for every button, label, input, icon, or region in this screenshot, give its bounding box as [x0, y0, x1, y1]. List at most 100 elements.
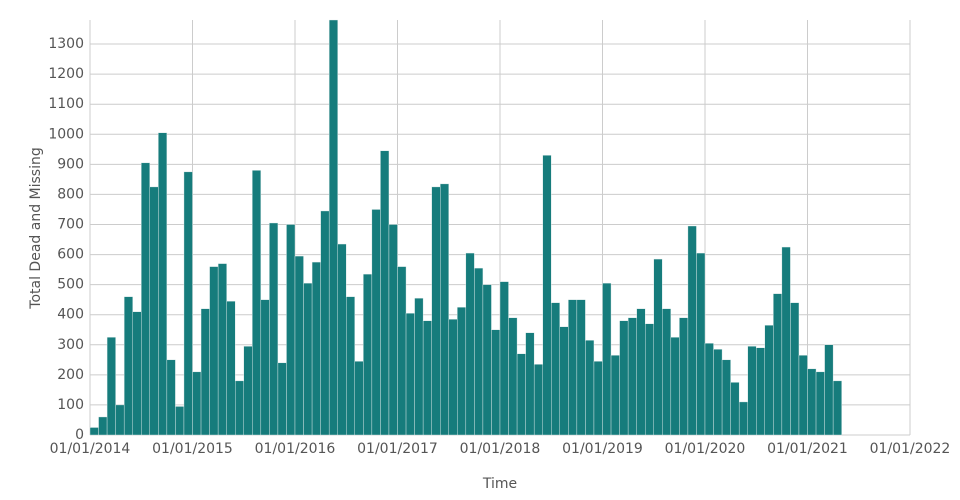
x-tick-label: 01/01/2022: [870, 441, 951, 457]
bar: [568, 299, 578, 436]
bar: [448, 319, 458, 436]
bar: [516, 353, 526, 436]
y-axis-title: Total Dead and Missing: [28, 147, 44, 309]
bar: [807, 368, 817, 436]
bar: [414, 297, 424, 436]
y-tick-label: 1100: [48, 96, 84, 112]
y-tick-label: 1000: [48, 126, 84, 142]
bar: [738, 401, 748, 436]
bar: [645, 323, 654, 436]
bar: [832, 380, 842, 436]
bar: [610, 355, 620, 436]
bar: [397, 266, 407, 436]
bar: [662, 308, 672, 436]
bar: [149, 186, 159, 436]
bar: [158, 132, 168, 436]
bar: [123, 296, 133, 436]
bar: [354, 361, 364, 436]
bar: [320, 210, 330, 436]
bar: [235, 380, 244, 436]
bar: [491, 329, 501, 436]
bar: [721, 359, 731, 436]
x-tick-label: 01/01/2014: [50, 441, 131, 457]
bar: [175, 406, 185, 436]
bar: [798, 355, 808, 436]
bar: [252, 170, 262, 436]
y-tick-label: 300: [57, 337, 84, 353]
bar: [98, 416, 108, 436]
bar: [585, 340, 595, 436]
bar: [89, 427, 99, 436]
bar: [328, 19, 338, 436]
bar: [576, 299, 586, 436]
x-tick-label: 01/01/2015: [152, 441, 233, 457]
bar: [508, 317, 518, 436]
bar: [670, 337, 680, 436]
y-tick-label: 400: [57, 307, 84, 323]
y-tick-label: 200: [57, 367, 84, 383]
y-tick-label: 100: [57, 397, 84, 413]
bar: [747, 346, 757, 436]
bar: [260, 299, 270, 436]
bar: [200, 308, 210, 436]
bar: [474, 267, 484, 436]
bar: [542, 155, 552, 436]
bar: [294, 255, 304, 436]
x-axis-title: Time: [482, 476, 517, 492]
bar: [405, 313, 415, 436]
y-tick-label: 800: [57, 186, 84, 202]
bar: [363, 273, 373, 436]
bar: [713, 349, 723, 436]
bar: [756, 347, 765, 436]
bar: [217, 263, 227, 436]
bar: [696, 252, 706, 436]
bar: [653, 258, 663, 436]
bar: [636, 308, 646, 436]
bar: [192, 371, 202, 436]
bar: [824, 344, 834, 436]
bar: [525, 332, 535, 436]
x-tick-label: 01/01/2019: [562, 441, 643, 457]
bar: [781, 246, 791, 436]
bar: [559, 326, 569, 436]
bar: [431, 186, 441, 436]
x-tick-label: 01/01/2021: [767, 441, 848, 457]
x-tick-label: 01/01/2016: [255, 441, 336, 457]
bar: [141, 162, 150, 436]
bar: [593, 361, 603, 436]
bar: [226, 300, 236, 436]
bar: [243, 346, 253, 436]
x-tick-label: 01/01/2017: [357, 441, 438, 457]
bar: [679, 317, 689, 436]
bar: [815, 371, 825, 436]
bar: [115, 404, 125, 436]
y-tick-label: 600: [57, 247, 84, 263]
bar: [346, 296, 355, 436]
y-tick-label: 500: [57, 277, 84, 293]
bar: [303, 282, 313, 436]
y-tick-label: 700: [57, 216, 84, 232]
bar: [730, 382, 740, 436]
bar: [183, 171, 193, 436]
bar: [422, 320, 432, 436]
bar: [704, 343, 714, 436]
y-tick-label: 0: [75, 427, 84, 443]
y-tick-label: 1200: [48, 66, 84, 82]
bar: [551, 302, 560, 436]
bar: [764, 325, 774, 436]
bar: [465, 252, 475, 436]
bar: [619, 320, 629, 436]
bar: [166, 359, 176, 436]
bar: [790, 302, 800, 436]
bar: [277, 362, 287, 436]
bar: [209, 266, 219, 436]
bar: [773, 293, 783, 436]
bar: [388, 224, 398, 436]
bar: [482, 284, 492, 436]
bar: [286, 224, 296, 436]
bar: [311, 261, 321, 436]
bar: [687, 225, 697, 436]
bar: [106, 337, 116, 436]
bar: [371, 209, 381, 436]
